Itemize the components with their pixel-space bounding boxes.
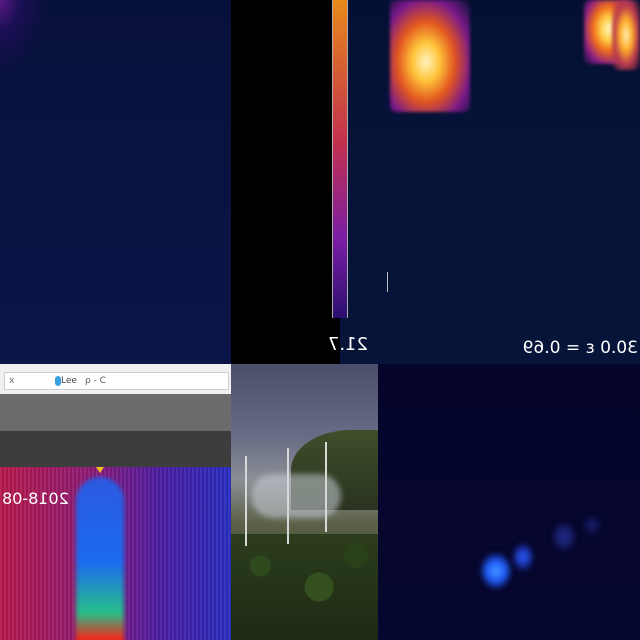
thermal-scene [340,0,640,364]
spectrogram: 2018-08 [0,467,231,640]
spectrogram-plume [76,477,124,640]
toolbar-band [0,431,231,467]
heat-blob [482,554,510,588]
power-pole [245,456,247,546]
close-icon[interactable]: x [9,376,15,386]
crosshair-cursor [387,272,388,292]
heat-blob [584,514,600,536]
thermal-image-dark-bottom-right [378,364,640,640]
mist [251,474,341,518]
landscape-photo [231,364,378,640]
color-palette-bar [332,0,348,318]
thermal-image-with-palette: 21.7 30.0 ε = 0.69 [231,0,640,364]
thermal-image-dark-top-left [0,0,231,364]
power-pole [287,448,289,544]
hot-spot [612,0,640,70]
marker-triangle-icon [96,467,104,473]
emissivity-label: 30.0 ε = 0.69 [522,338,638,358]
toolbar-band [0,394,231,431]
power-pole [325,442,327,532]
browser-spectrogram-tile: x Lee ρ - C 2018-08 [0,364,231,640]
scale-min-label: 21.7 [327,334,368,355]
timestamp-label: 2018-08 [2,489,69,508]
vegetation [231,534,378,640]
hot-spot [390,0,470,112]
tab-favicon-icon [55,376,61,386]
tab-label[interactable]: Lee [61,376,77,386]
heat-blob [514,544,532,570]
browser-address-bar: x Lee ρ - C [0,364,231,394]
address-field[interactable]: x Lee ρ - C [4,372,229,390]
heat-blob [554,524,574,550]
search-refresh-icon[interactable]: ρ - C [85,376,106,386]
